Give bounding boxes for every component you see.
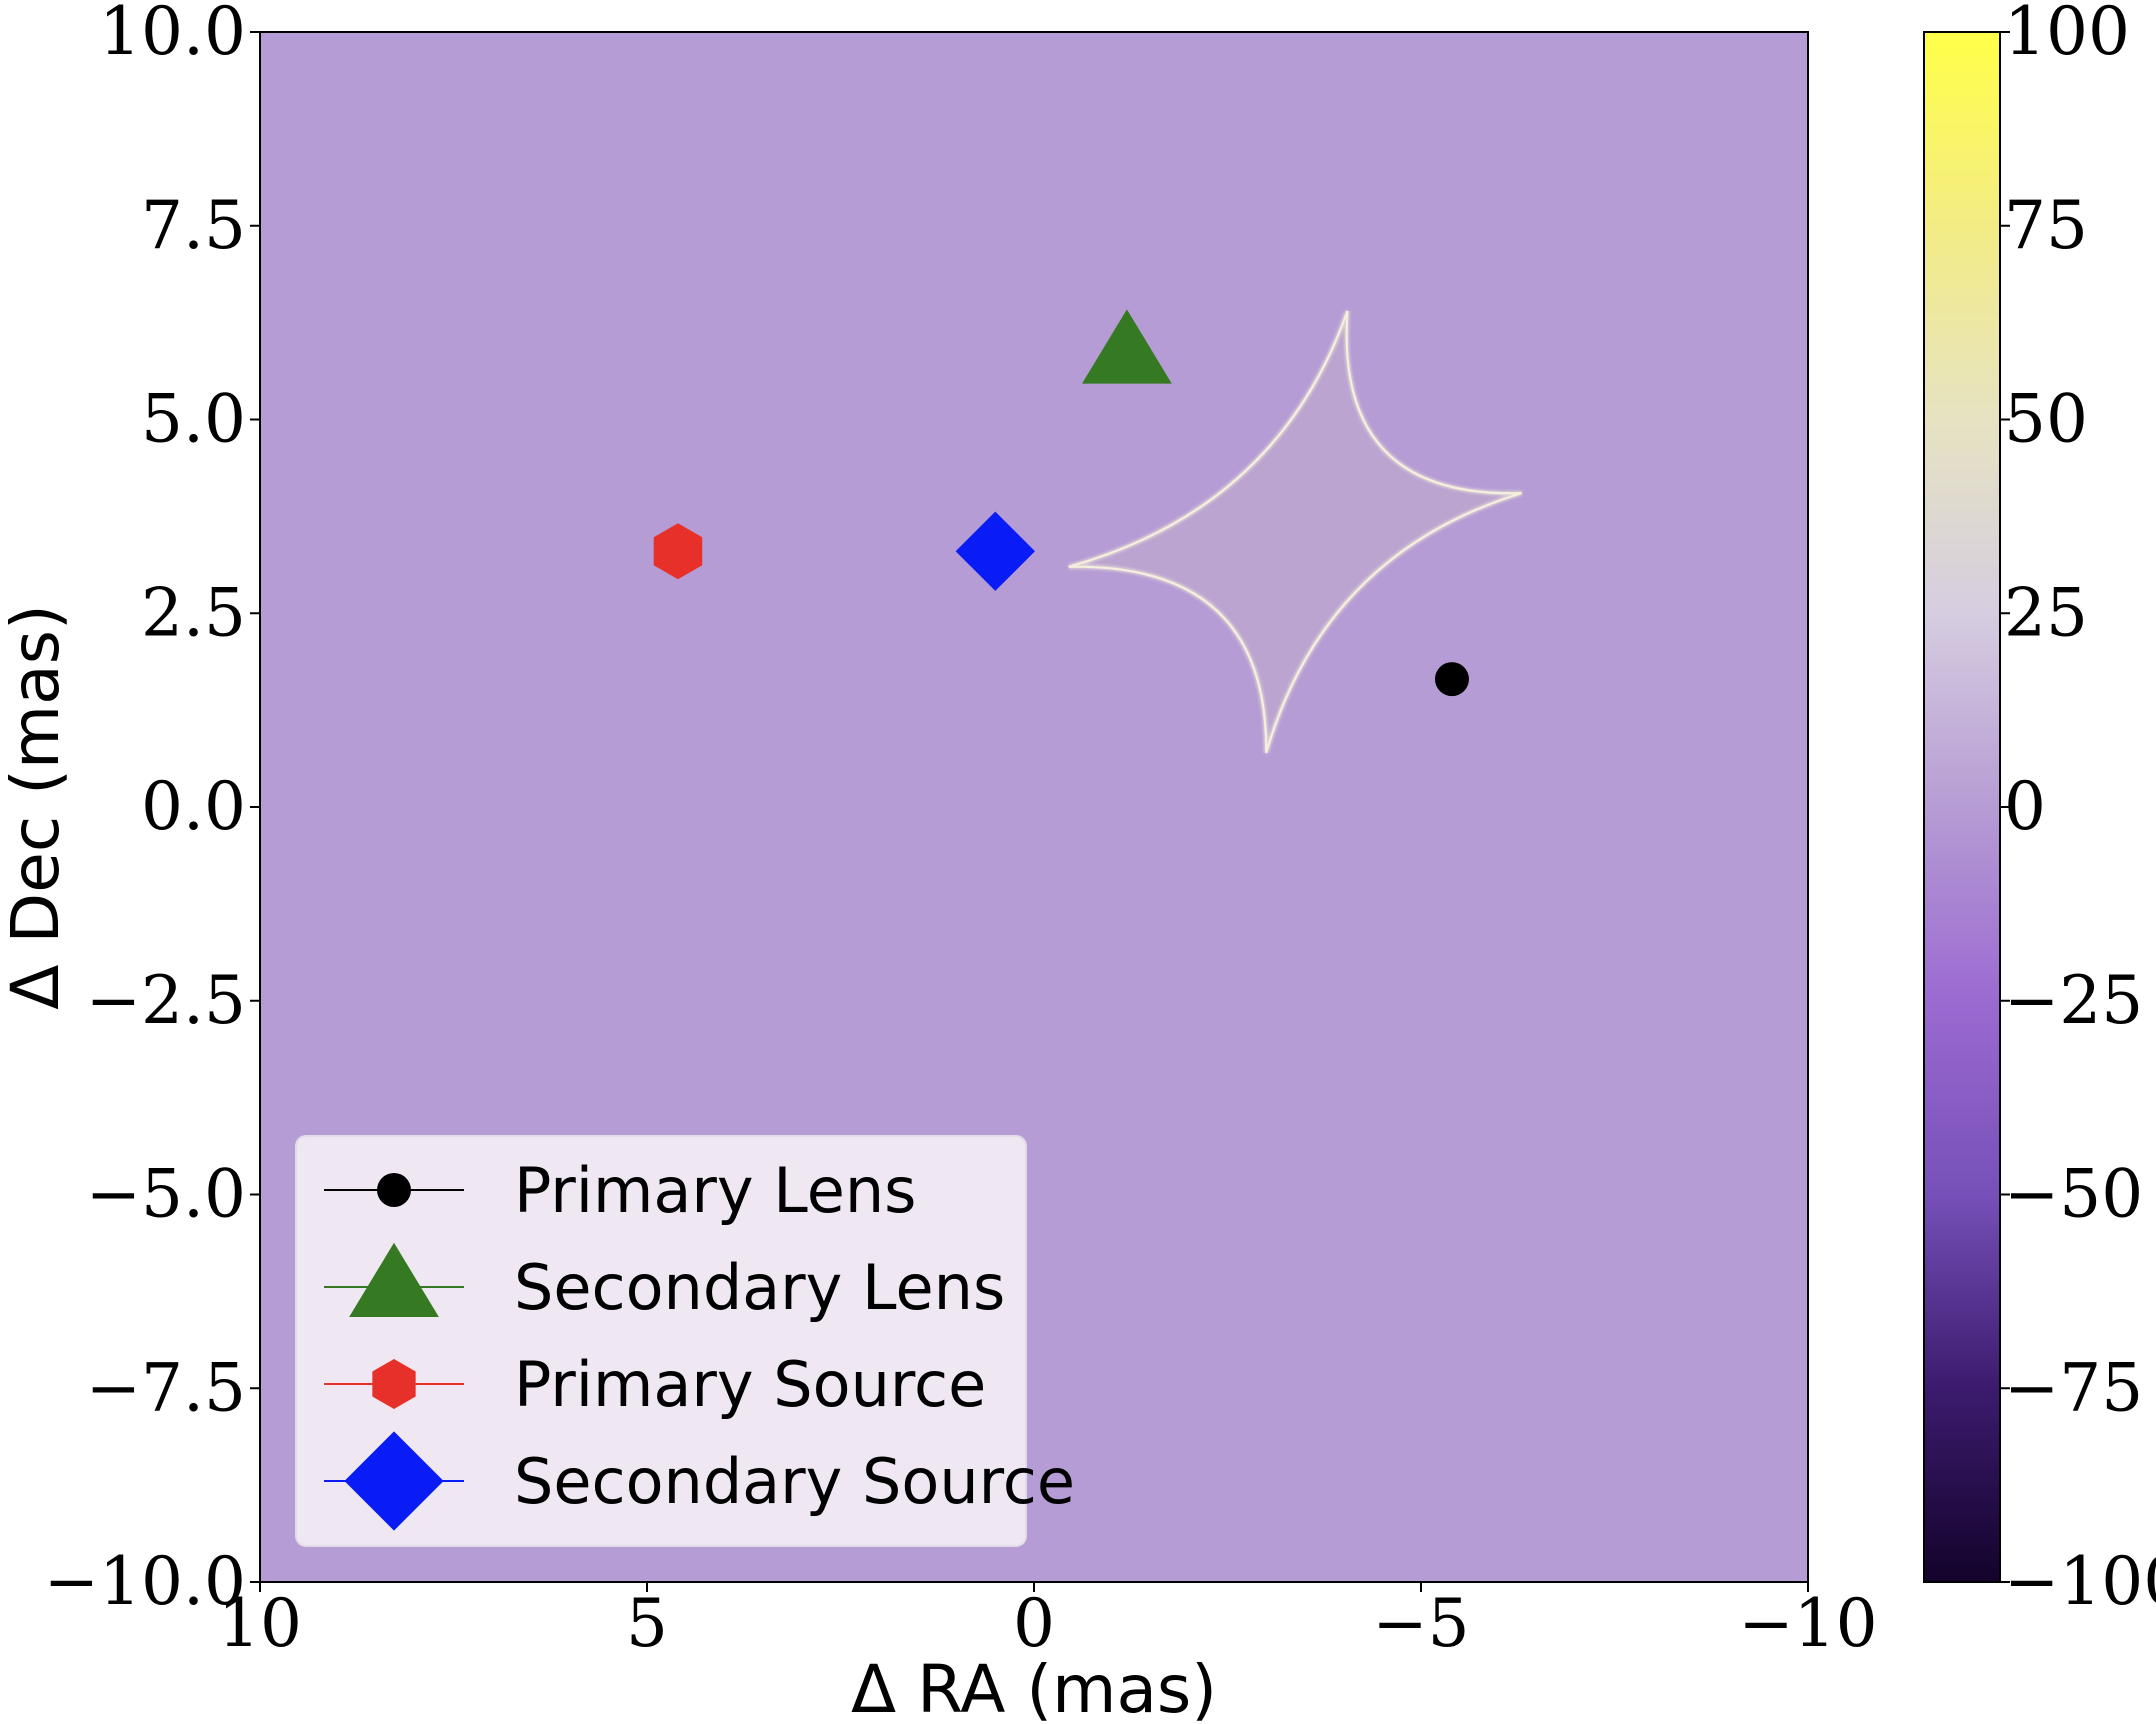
y-tick-label: 0.0	[141, 768, 246, 845]
primary-lens-marker	[1434, 662, 1469, 697]
caustic-fill	[1068, 311, 1522, 753]
secondary-source-marker	[955, 511, 1035, 591]
legend-label-secondary-lens: Secondary Lens	[514, 1251, 1005, 1324]
colorbar-tick-label: 0	[2004, 768, 2046, 845]
colorbar-tick-label: 25	[2004, 574, 2088, 651]
x-axis-label: Δ RA (mas)	[851, 1651, 1217, 1724]
legend-box	[295, 1135, 1027, 1547]
caustic	[1068, 310, 1523, 754]
legend-marker-secondary-source	[344, 1431, 444, 1531]
x-tick-label: −10	[1738, 1585, 1877, 1662]
y-tick-label: 2.5	[141, 574, 246, 651]
colorbar-tick-label: 75	[2004, 187, 2088, 264]
colorbar-tick-label: 100	[2004, 0, 2130, 70]
y-tick-label: 5.0	[141, 381, 246, 458]
colorbar-tick-label: −100	[2004, 1543, 2156, 1620]
colorbar-tick-label: −25	[2004, 962, 2143, 1039]
secondary-lens-marker	[1082, 309, 1172, 384]
x-tick-label: 5	[626, 1585, 668, 1662]
x-axis-ticks: 10 5 0 −5 −10	[218, 1582, 1878, 1662]
colorbar-tick-label: 50	[2004, 381, 2088, 458]
legend-label-secondary-source: Secondary Source	[514, 1445, 1075, 1518]
colorbar-gradient	[1923, 31, 2001, 1583]
y-tick-label: 7.5	[141, 187, 246, 264]
y-tick-label: −10.0	[44, 1543, 246, 1620]
legend-marker-secondary-lens	[349, 1242, 439, 1317]
colorbar-tick-label: −75	[2004, 1349, 2143, 1426]
y-tick-label: −2.5	[86, 962, 246, 1039]
legend: Primary Lens Secondary Lens Primary Source…	[295, 1135, 1075, 1547]
colorbar: 100 75 50 25 0 −25 −50 −75 −100	[1923, 0, 2156, 1620]
data-markers	[653, 309, 1469, 697]
primary-source-marker	[653, 523, 703, 580]
y-axis-ticks: 10.0 7.5 5.0 2.5 0.0 −2.5 −5.0 −7.5 −10.0	[44, 0, 260, 1620]
y-tick-label: −7.5	[86, 1349, 246, 1426]
legend-label-primary-lens: Primary Lens	[514, 1154, 917, 1227]
legend-marker-primary-lens	[377, 1173, 411, 1207]
y-tick-label: 10.0	[99, 0, 246, 70]
x-tick-label: 10	[218, 1585, 302, 1662]
y-axis-label: Δ Dec (mas)	[0, 604, 74, 1009]
x-tick-label: 0	[1013, 1585, 1055, 1662]
legend-label-primary-source: Primary Source	[514, 1348, 986, 1421]
x-tick-label: −5	[1372, 1585, 1469, 1662]
caustic-line	[1068, 310, 1522, 754]
colorbar-tick-label: −50	[2004, 1156, 2143, 1233]
y-tick-label: −5.0	[86, 1156, 246, 1233]
legend-marker-primary-source	[372, 1359, 416, 1409]
